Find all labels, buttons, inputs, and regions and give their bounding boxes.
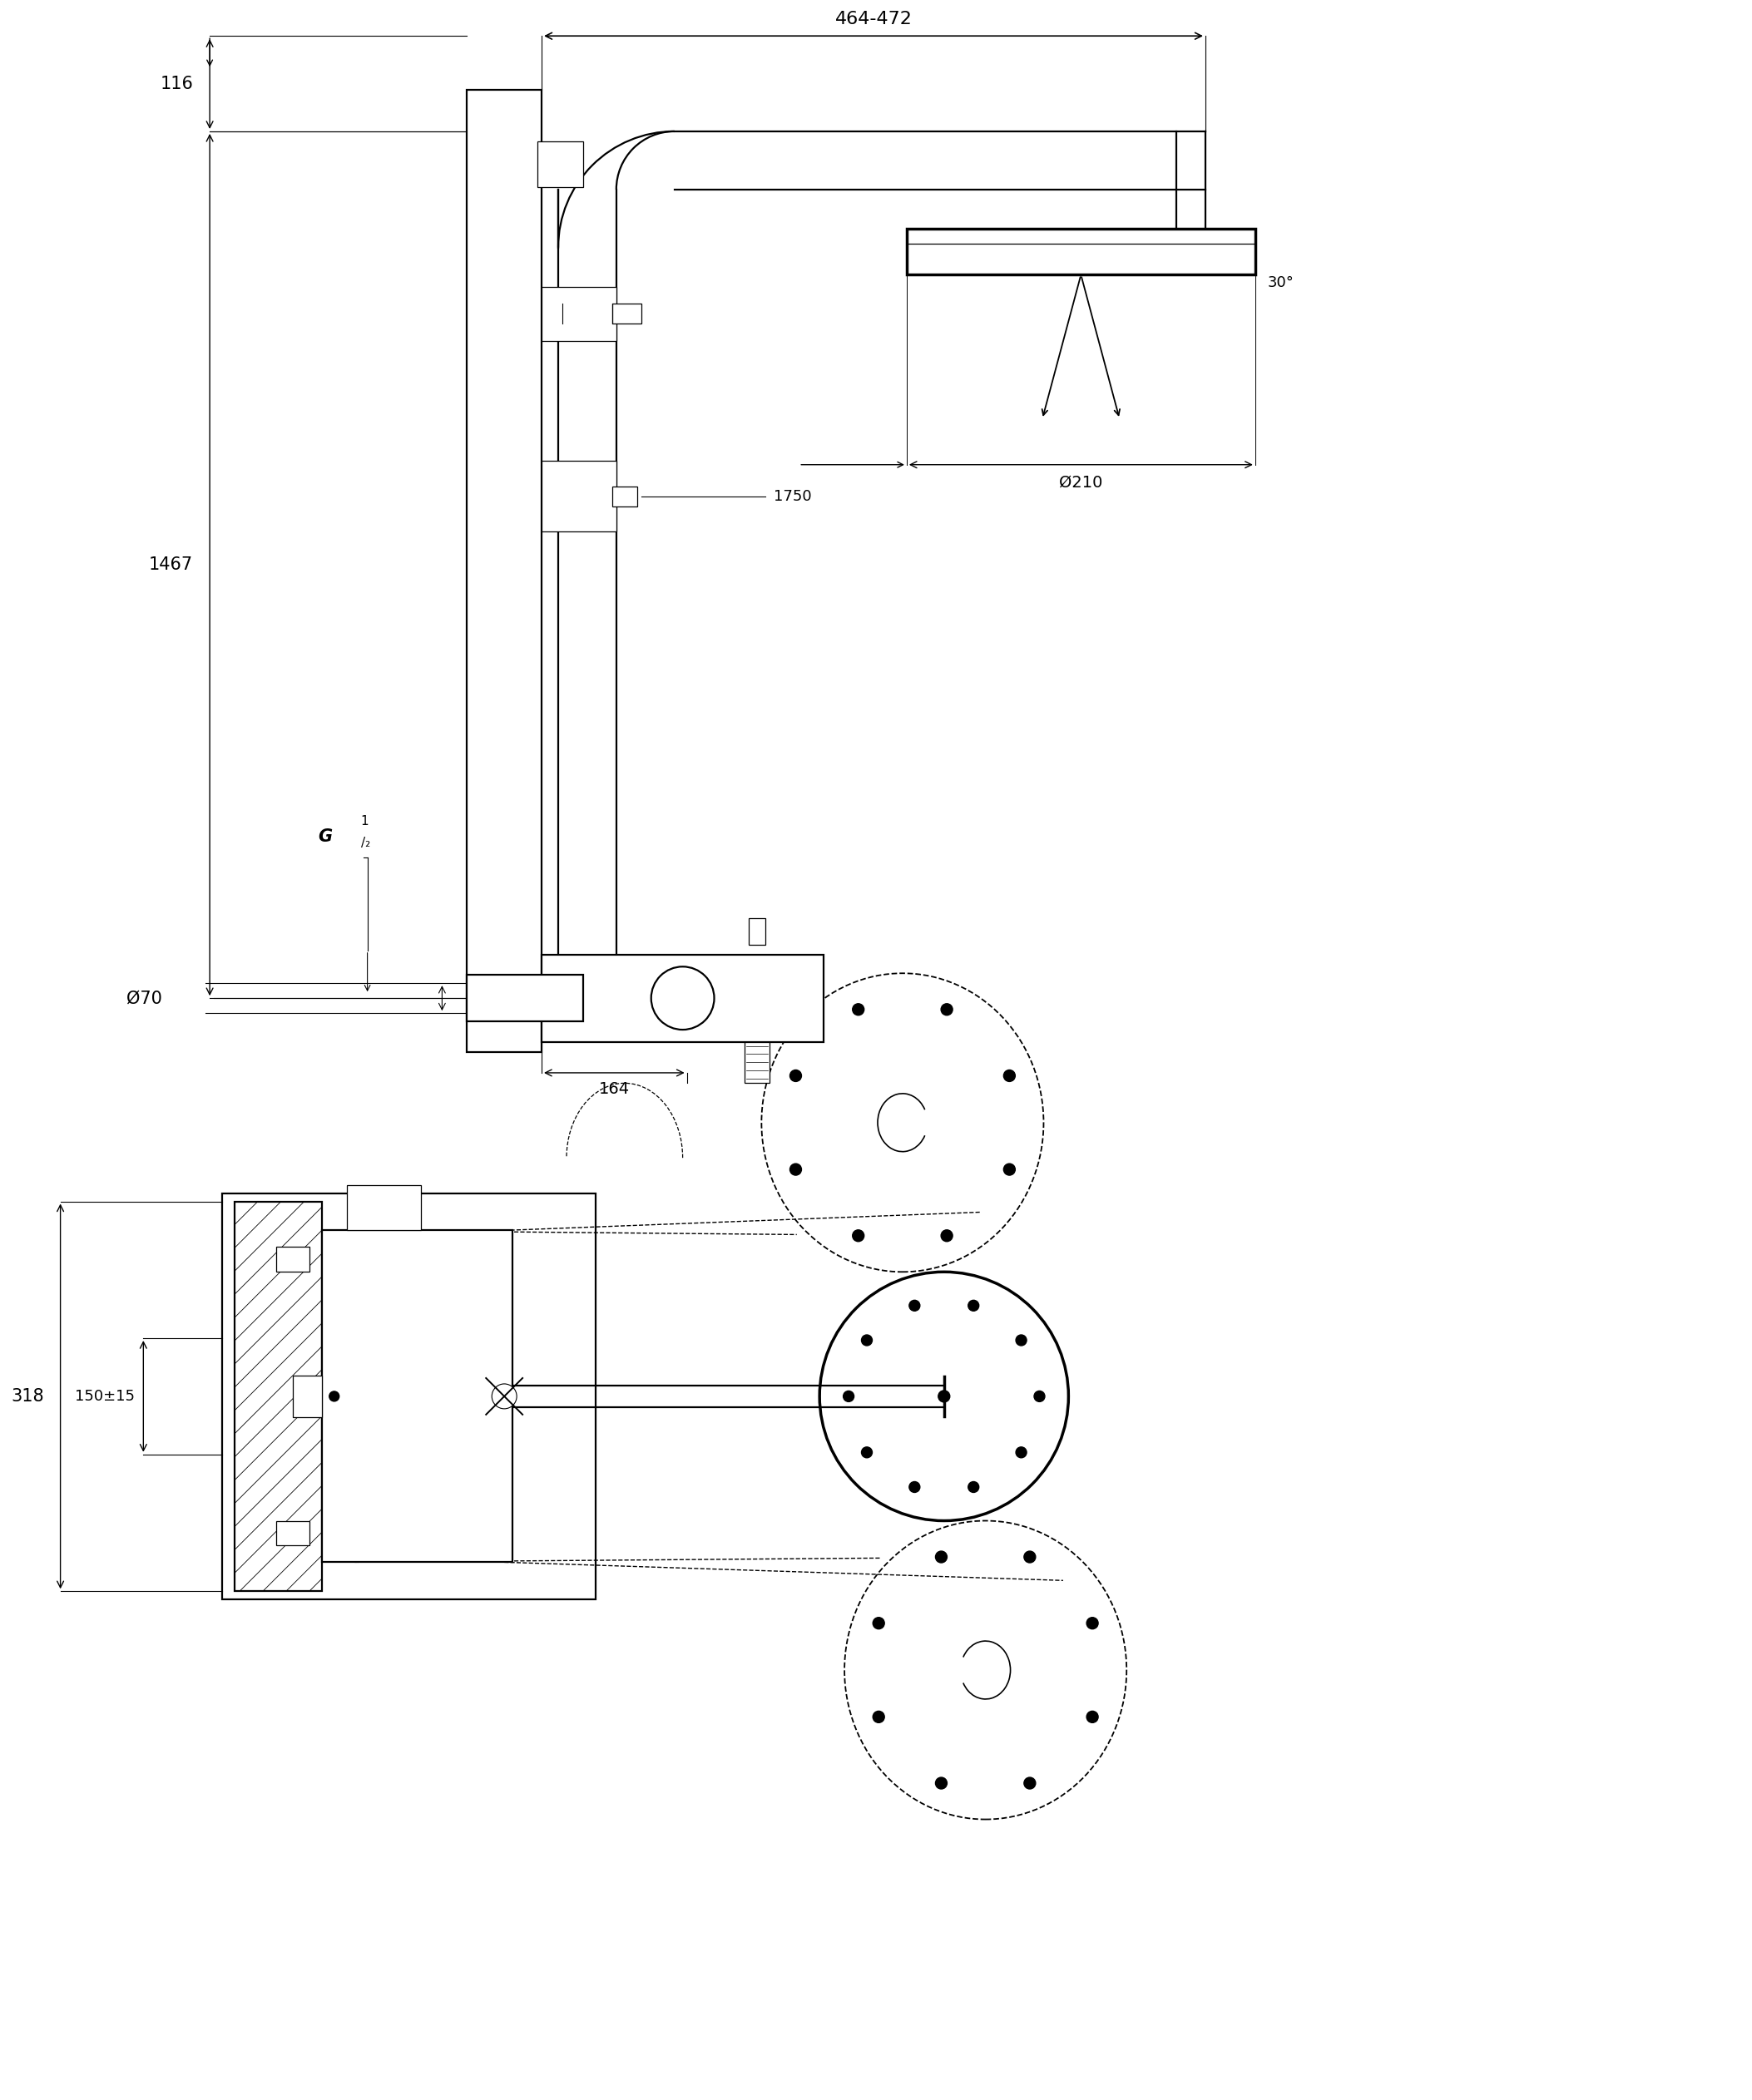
Bar: [750, 918, 766, 945]
Circle shape: [909, 1483, 920, 1493]
Circle shape: [941, 1004, 953, 1014]
Bar: [223, 1193, 596, 1600]
Circle shape: [936, 1552, 948, 1562]
Circle shape: [872, 1712, 885, 1722]
Text: 116: 116: [159, 76, 193, 92]
Circle shape: [1004, 1069, 1014, 1082]
Bar: [541, 288, 617, 340]
Bar: [293, 1376, 322, 1418]
Circle shape: [941, 1231, 953, 1241]
Bar: [541, 956, 823, 1042]
Circle shape: [969, 1483, 979, 1493]
Bar: [277, 1520, 310, 1546]
Bar: [908, 229, 1254, 275]
Circle shape: [1016, 1336, 1027, 1346]
Circle shape: [936, 1777, 948, 1789]
Text: /₂: /₂: [361, 836, 370, 848]
Text: 150±15: 150±15: [75, 1388, 135, 1403]
Circle shape: [790, 1069, 801, 1082]
Circle shape: [862, 1447, 872, 1457]
Circle shape: [853, 1231, 864, 1241]
Bar: [611, 304, 641, 323]
Circle shape: [820, 1273, 1069, 1520]
Circle shape: [1023, 1777, 1035, 1789]
Text: Ø210: Ø210: [1060, 475, 1102, 491]
Text: 164: 164: [599, 1082, 629, 1096]
Text: 1: 1: [361, 815, 368, 827]
Bar: [611, 487, 638, 506]
Circle shape: [853, 1004, 864, 1014]
Bar: [322, 1231, 513, 1562]
Text: 30°: 30°: [1268, 275, 1295, 290]
Circle shape: [939, 1390, 950, 1403]
Bar: [347, 1184, 420, 1231]
Text: Ø70: Ø70: [126, 989, 163, 1006]
Text: 464-472: 464-472: [836, 10, 913, 27]
Circle shape: [862, 1336, 872, 1346]
Bar: [468, 974, 583, 1021]
Text: 318: 318: [11, 1388, 44, 1405]
Bar: [235, 1201, 322, 1592]
Bar: [538, 141, 583, 187]
Circle shape: [1086, 1617, 1099, 1630]
Circle shape: [1086, 1712, 1099, 1722]
Circle shape: [492, 1384, 517, 1409]
Circle shape: [1023, 1552, 1035, 1562]
Bar: [277, 1247, 310, 1273]
Circle shape: [872, 1617, 885, 1630]
Bar: [541, 462, 617, 531]
Circle shape: [1004, 1163, 1014, 1176]
Circle shape: [1034, 1390, 1044, 1401]
Text: 1467: 1467: [149, 556, 193, 573]
Text: 1750: 1750: [774, 489, 811, 504]
Circle shape: [329, 1392, 340, 1401]
Bar: [745, 1042, 769, 1084]
Circle shape: [790, 1163, 801, 1176]
Circle shape: [1016, 1447, 1027, 1457]
Bar: [468, 90, 541, 1052]
Circle shape: [969, 1300, 979, 1310]
Circle shape: [843, 1390, 853, 1401]
Circle shape: [652, 966, 715, 1029]
Circle shape: [909, 1300, 920, 1310]
Text: G: G: [317, 827, 331, 844]
